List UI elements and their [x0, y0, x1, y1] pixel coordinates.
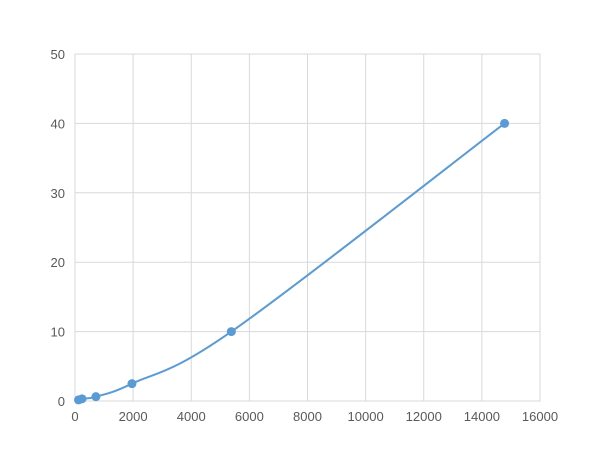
x-tick-label: 8000: [293, 409, 322, 424]
x-tick-label: 14000: [464, 409, 500, 424]
data-point: [500, 118, 510, 128]
y-tick-label: 40: [51, 116, 65, 131]
data-point: [77, 394, 87, 404]
data-point: [91, 392, 101, 402]
y-tick-label: 50: [51, 47, 65, 62]
x-tick-label: 10000: [348, 409, 384, 424]
x-tick-label: 0: [71, 409, 78, 424]
y-tick-label: 0: [58, 394, 65, 409]
x-tick-label: 12000: [406, 409, 442, 424]
x-tick-label: 2000: [119, 409, 148, 424]
data-point: [226, 327, 236, 337]
x-tick-label: 4000: [177, 409, 206, 424]
data-point: [127, 379, 137, 389]
x-tick-label: 6000: [235, 409, 264, 424]
x-tick-label: 16000: [522, 409, 558, 424]
y-tick-label: 10: [51, 325, 65, 340]
plot-border: [74, 53, 541, 402]
y-tick-label: 20: [51, 255, 65, 270]
series-line: [78, 122, 506, 401]
y-tick-label: 30: [51, 186, 65, 201]
